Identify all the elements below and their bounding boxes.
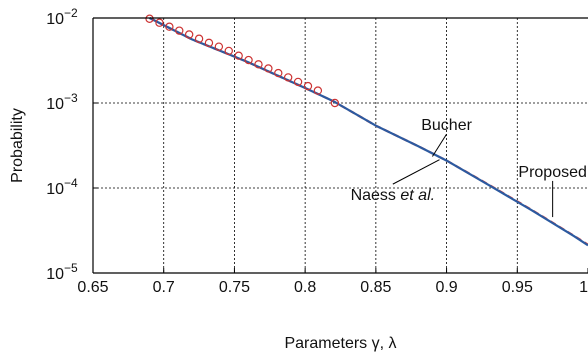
series-2-marker-9 bbox=[234, 51, 243, 60]
y-axis-label: Probability bbox=[9, 108, 26, 183]
annotation-pointer-2 bbox=[392, 159, 440, 185]
y-tick-label-1: 10−4 bbox=[46, 176, 78, 198]
series-2-marker-7 bbox=[214, 42, 224, 51]
y-tick-label-0: 10−5 bbox=[46, 261, 78, 283]
grid-lines bbox=[93, 18, 588, 273]
series-2-marker-8 bbox=[224, 46, 233, 56]
marker-group bbox=[145, 14, 340, 108]
axes bbox=[92, 17, 588, 274]
series-2-marker-5 bbox=[194, 34, 204, 43]
series-2-marker-11 bbox=[254, 60, 263, 69]
x-tick-label-3: 0.8 bbox=[294, 279, 316, 296]
series-2-marker-12 bbox=[264, 64, 273, 73]
annotation-pointer-0 bbox=[432, 133, 447, 157]
series-2-marker-1 bbox=[155, 18, 164, 27]
y-tick-label-3: 10−2 bbox=[46, 6, 78, 28]
annotation-label-2: Naess et al. bbox=[351, 187, 435, 204]
annotations: Bucher Proposed Naess et al. bbox=[351, 117, 587, 218]
x-tick-label-6: 0.95 bbox=[502, 279, 533, 296]
series-group bbox=[149, 17, 588, 247]
series-2-marker-14 bbox=[283, 73, 293, 82]
series-2-marker-18 bbox=[330, 98, 340, 108]
series-2-marker-6 bbox=[204, 38, 214, 48]
x-tick-label-1: 0.7 bbox=[153, 279, 175, 296]
series-line-1 bbox=[149, 17, 588, 247]
series-2-marker-15 bbox=[293, 77, 303, 87]
x-tick-label-4: 0.85 bbox=[360, 279, 391, 296]
x-tick-label-2: 0.75 bbox=[219, 279, 250, 296]
series-2-marker-2 bbox=[165, 22, 174, 31]
annotation-label-0: Bucher bbox=[421, 117, 472, 134]
series-2-marker-4 bbox=[184, 30, 194, 39]
series-2-marker-16 bbox=[303, 81, 313, 91]
x-tick-label-7: 1 bbox=[579, 279, 588, 296]
x-tick-label-0: 0.65 bbox=[77, 279, 108, 296]
annotation-label-1: Proposed bbox=[518, 164, 587, 181]
x-axis-label: Parameters γ, λ bbox=[284, 335, 396, 352]
tick-labels: 0.65 0.7 0.75 0.8 0.85 0.9 0.95 1 10−5 10−4 10−3 10… bbox=[46, 6, 588, 296]
series-2-marker-0 bbox=[145, 14, 154, 23]
series-2-marker-10 bbox=[244, 55, 253, 65]
series-2-marker-17 bbox=[313, 86, 323, 95]
x-tick-label-5: 0.9 bbox=[435, 279, 457, 296]
series-2-marker-13 bbox=[274, 68, 283, 78]
series-2-marker-3 bbox=[175, 26, 184, 35]
y-tick-label-2: 10−3 bbox=[46, 91, 78, 113]
